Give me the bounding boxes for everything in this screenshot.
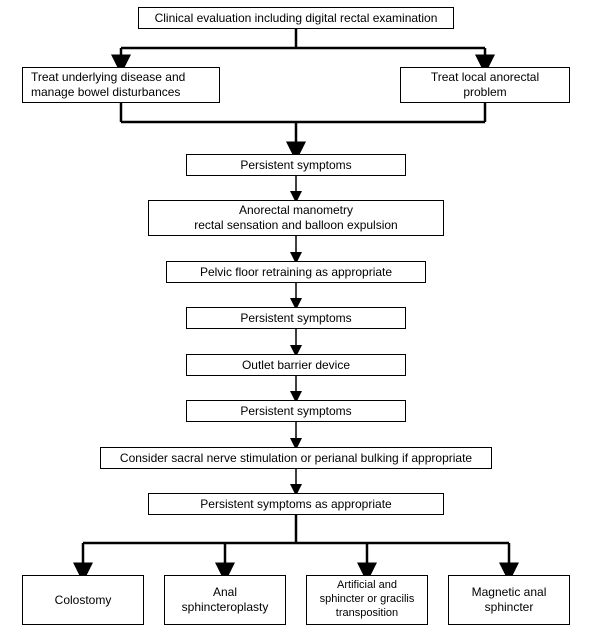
- node-n10: Persistent symptoms as appropriate: [148, 493, 444, 515]
- node-n6: Persistent symptoms: [186, 307, 406, 329]
- node-n7: Outlet barrier device: [186, 354, 406, 376]
- node-l1: Colostomy: [22, 575, 144, 625]
- node-n5: Pelvic floor retraining as appropriate: [166, 261, 426, 283]
- node-n9: Consider sacral nerve stimulation or per…: [100, 447, 492, 469]
- node-n2a-label: Treat underlying disease andmanage bowel…: [31, 70, 185, 100]
- node-n5-label: Pelvic floor retraining as appropriate: [200, 265, 392, 280]
- node-l2-label: Anal sphincteroplasty: [173, 585, 277, 615]
- node-n6-label: Persistent symptoms: [240, 311, 351, 326]
- node-n8: Persistent symptoms: [186, 400, 406, 422]
- node-n9-label: Consider sacral nerve stimulation or per…: [120, 451, 472, 466]
- node-l2: Anal sphincteroplasty: [164, 575, 286, 625]
- node-n1: Clinical evaluation including digital re…: [138, 7, 454, 29]
- node-l4-label: Magnetic analsphincter: [472, 585, 547, 615]
- node-l1-label: Colostomy: [55, 593, 112, 608]
- node-l3-label: Artificial andsphincter or gracilistrans…: [320, 579, 415, 620]
- node-l3: Artificial andsphincter or gracilistrans…: [306, 575, 428, 625]
- node-n2b: Treat local anorectal problem: [400, 67, 570, 103]
- node-n4-label: Anorectal manometryrectal sensation and …: [194, 203, 397, 233]
- node-n8-label: Persistent symptoms: [240, 404, 351, 419]
- node-n3: Persistent symptoms: [186, 154, 406, 176]
- node-n2b-label: Treat local anorectal problem: [409, 70, 561, 100]
- node-n10-label: Persistent symptoms as appropriate: [200, 497, 391, 512]
- node-n4: Anorectal manometryrectal sensation and …: [148, 200, 444, 236]
- node-n1-label: Clinical evaluation including digital re…: [155, 11, 438, 26]
- node-n2a: Treat underlying disease andmanage bowel…: [22, 67, 220, 103]
- node-n3-label: Persistent symptoms: [240, 158, 351, 173]
- node-n7-label: Outlet barrier device: [242, 358, 350, 373]
- node-l4: Magnetic analsphincter: [448, 575, 570, 625]
